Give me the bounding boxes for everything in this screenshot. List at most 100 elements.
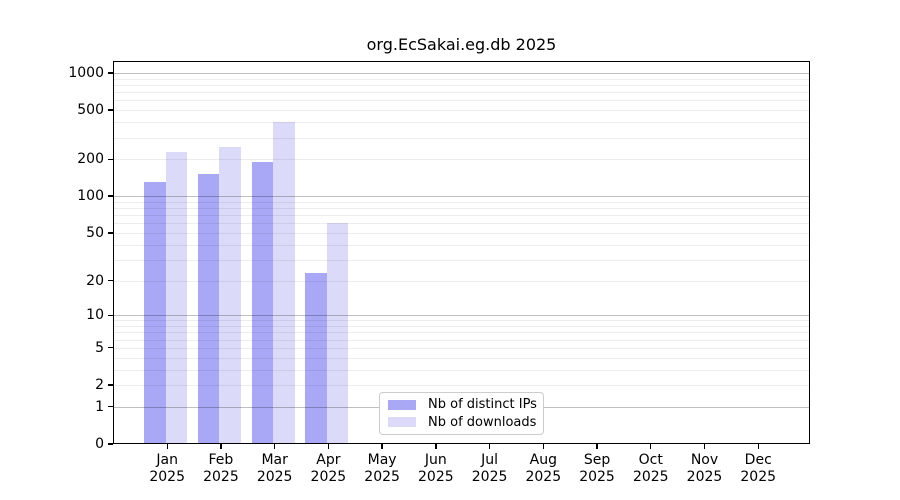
x-month-year: 2025 xyxy=(525,468,562,485)
y-tick-200 xyxy=(108,158,113,160)
minor-gridline-80 xyxy=(113,208,810,210)
legend-entry-distinct-ips: Nb of distinct IPs xyxy=(386,397,537,412)
minor-gridline-6 xyxy=(113,339,810,341)
x-month-name: Jul xyxy=(481,452,499,468)
x-month-year: 2025 xyxy=(632,468,669,485)
legend: Nb of distinct IPs Nb of downloads xyxy=(379,392,544,435)
x-month-label-feb: Feb 2025 xyxy=(189,452,253,485)
minor-gridline-400 xyxy=(113,122,810,124)
x-month-name: Sep xyxy=(583,452,611,468)
y-tick-label-0: 0 xyxy=(95,436,104,452)
x-month-name: Apr xyxy=(316,452,341,468)
y-tick-label-10: 10 xyxy=(86,307,104,324)
y-tick-label-100: 100 xyxy=(77,188,104,205)
y-tick-1 xyxy=(108,406,113,408)
x-month-label-dec: Dec 2025 xyxy=(726,452,790,485)
x-tick-jul xyxy=(488,444,491,449)
y-tick-1000 xyxy=(108,72,113,74)
x-month-label-mar: Mar 2025 xyxy=(243,452,307,485)
x-month-year: 2025 xyxy=(686,468,723,485)
minor-gridline-900 xyxy=(113,78,810,80)
y-tick-50 xyxy=(108,232,113,234)
minor-gridline-30 xyxy=(113,259,810,261)
bar-nb-of-distinct-ips-feb xyxy=(197,173,220,444)
bar-nb-of-distinct-ips-jan xyxy=(144,182,166,444)
x-month-name: Oct xyxy=(638,452,663,468)
x-month-year: 2025 xyxy=(310,468,347,485)
minor-gridline-3 xyxy=(113,369,810,371)
y-tick-label-2: 2 xyxy=(95,377,104,393)
x-tick-feb xyxy=(220,444,222,449)
x-month-year: 2025 xyxy=(149,468,185,485)
minor-gridline-50 xyxy=(113,232,810,234)
x-month-name: Nov xyxy=(690,452,719,468)
x-month-name: May xyxy=(367,452,397,468)
x-month-year: 2025 xyxy=(203,468,239,485)
minor-gridline-5 xyxy=(113,347,810,349)
x-tick-jan xyxy=(166,444,168,449)
x-month-name: Feb xyxy=(208,452,234,468)
x-month-name: Jan xyxy=(156,452,178,468)
x-tick-mar xyxy=(273,444,276,449)
y-tick-label-5: 5 xyxy=(95,339,104,356)
minor-gridline-60 xyxy=(113,223,810,225)
y-tick-100 xyxy=(108,195,113,197)
minor-gridline-20 xyxy=(113,280,810,282)
minor-gridline-40 xyxy=(113,244,810,246)
legend-label-downloads: Nb of downloads xyxy=(428,414,537,430)
x-month-label-may: May 2025 xyxy=(350,452,414,485)
x-month-label-jun: Jun 2025 xyxy=(404,452,468,485)
x-month-name: Mar xyxy=(261,452,288,468)
chart-title: org.EcSakai.eg.db 2025 xyxy=(366,35,557,54)
x-tick-dec xyxy=(757,444,759,449)
major-gridline-100 xyxy=(113,196,810,198)
x-tick-jun xyxy=(435,444,437,449)
minor-gridline-7 xyxy=(113,332,810,334)
x-month-year: 2025 xyxy=(579,468,615,485)
legend-label-distinct-ips: Nb of distinct IPs xyxy=(428,397,537,413)
x-month-label-nov: Nov 2025 xyxy=(673,452,737,485)
y-tick-5 xyxy=(108,347,113,349)
x-tick-may xyxy=(381,444,383,449)
minor-gridline-200 xyxy=(113,159,810,161)
minor-gridline-70 xyxy=(113,215,810,217)
y-tick-2 xyxy=(108,384,113,386)
y-tick-label-1: 1 xyxy=(95,398,104,415)
minor-gridline-8 xyxy=(113,326,810,327)
minor-gridline-2 xyxy=(113,385,810,386)
x-month-name: Aug xyxy=(529,452,557,468)
x-tick-oct xyxy=(650,444,652,449)
x-tick-nov xyxy=(703,444,706,449)
y-tick-20 xyxy=(108,279,113,282)
bar-nb-of-downloads-apr xyxy=(326,223,349,444)
minor-gridline-4 xyxy=(113,357,810,359)
x-month-label-apr: Apr 2025 xyxy=(296,452,360,485)
y-tick-label-1000: 1000 xyxy=(68,65,104,81)
x-month-label-jul: Jul 2025 xyxy=(458,452,522,485)
legend-entry-downloads: Nb of downloads xyxy=(386,415,537,430)
minor-gridline-9 xyxy=(113,320,810,322)
x-month-year: 2025 xyxy=(740,468,777,485)
x-month-label-aug: Aug 2025 xyxy=(511,452,575,485)
minor-gridline-300 xyxy=(113,137,810,139)
major-gridline-10 xyxy=(113,315,810,317)
x-month-year: 2025 xyxy=(256,468,293,485)
bar-nb-of-downloads-mar xyxy=(273,122,295,444)
y-tick-label-20: 20 xyxy=(86,272,104,289)
bar-nb-of-distinct-ips-mar xyxy=(251,161,274,444)
y-tick-label-50: 50 xyxy=(86,224,104,241)
x-month-year: 2025 xyxy=(418,468,454,485)
minor-gridline-800 xyxy=(113,84,810,86)
x-month-name: Jun xyxy=(424,452,447,468)
x-month-name: Dec xyxy=(744,452,772,468)
major-gridline-1000 xyxy=(113,73,810,74)
minor-gridline-700 xyxy=(113,92,810,94)
minor-gridline-90 xyxy=(113,201,810,203)
x-month-label-jan: Jan 2025 xyxy=(135,452,199,485)
bar-nb-of-downloads-feb xyxy=(219,146,241,444)
x-month-label-sep: Sep 2025 xyxy=(565,452,629,485)
x-month-year: 2025 xyxy=(471,468,508,485)
x-tick-aug xyxy=(542,444,544,449)
y-tick-10 xyxy=(108,314,113,316)
